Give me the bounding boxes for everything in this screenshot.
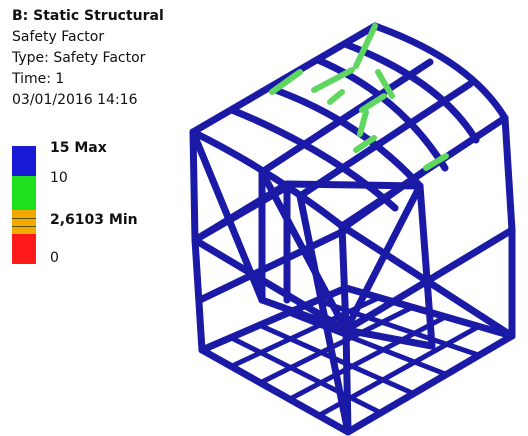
roof-cross-beam [314,56,449,172]
diagonal-brace [342,156,444,230]
color-band-divider [12,218,36,219]
floor-grid-beam [316,323,482,419]
low-safety-members [269,23,449,171]
floor-grid-beam [257,322,417,397]
floor-grid-beam [287,314,449,402]
color-band-mid[interactable] [12,176,36,210]
roof-cross-beam [341,40,480,144]
result-type: Type: Safety Factor [12,50,146,66]
floor-grid-beam [228,295,382,369]
diagonal-brace [338,222,516,340]
roof-edge-beam [189,128,346,230]
color-band-min[interactable] [12,210,36,234]
floor-edge-beam [198,332,516,436]
frame-beams [189,22,516,436]
roof-cross-beam [258,58,434,176]
highlight-member [375,69,395,99]
highlight-member [353,135,377,153]
color-band-divider [12,226,36,227]
diagonal-brace [196,226,350,304]
diagonal-brace [258,296,350,334]
highlight-member [311,67,355,93]
vertical-post [416,182,436,350]
analysis-title: B: Static Structural [12,8,164,24]
highlight-member [359,93,387,113]
roof-edge-beam [371,22,509,122]
legend-max-label: 15 Max [50,140,107,156]
highlight-member [269,69,303,95]
highlight-member [327,89,345,105]
legend-zero-label: 0 [50,250,59,266]
floor-edge-beam [198,284,516,354]
result-name: Safety Factor [12,29,105,45]
result-time: Time: 1 [12,71,65,87]
highlight-member [357,109,369,137]
legend-mid-label: 10 [50,170,68,186]
floor-grid-beam [285,310,449,377]
roof-cross-beam [228,106,399,212]
highlight-member [423,153,449,171]
result-legend-header: B: Static Structural Safety Factor Type:… [12,6,164,111]
floor-grid-beam [228,335,384,416]
floor-grid-beam [257,304,415,386]
color-band-max[interactable] [12,146,36,176]
roof-cross-beam [296,80,474,200]
floor-grid-beam [314,297,482,358]
color-band-zero[interactable] [12,234,36,264]
result-timestamp: 03/01/2016 14:16 [12,92,138,108]
legend-min-label: 2,6103 Min [50,212,138,228]
roof-cross-beam [266,84,424,190]
highlight-member [353,23,378,69]
